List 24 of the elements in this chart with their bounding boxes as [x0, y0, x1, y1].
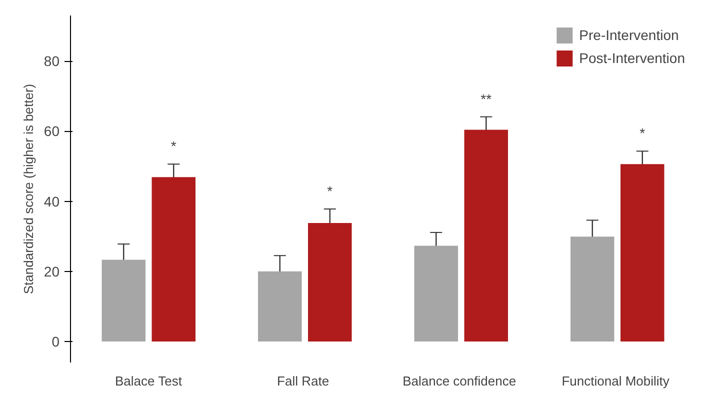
legend-label: Pre-Intervention	[579, 27, 679, 43]
y-tick-label: 80	[44, 53, 60, 70]
bar	[620, 164, 664, 342]
y-tick-label: 0	[52, 333, 60, 350]
annotation: *	[640, 125, 646, 142]
y-tick-label: 60	[44, 123, 60, 140]
bar	[258, 271, 302, 342]
x-tick-label: Balace Test	[115, 374, 182, 388]
bar	[102, 260, 146, 342]
y-axis-title: Standardized score (higher is better)	[20, 84, 36, 294]
bar	[570, 236, 614, 342]
bar	[308, 223, 352, 342]
y-tick-label: 20	[44, 263, 60, 280]
x-tick-label: Functional Mobility	[562, 374, 670, 388]
legend-label: Post-Intervention	[579, 50, 685, 66]
y-tick-label: 40	[44, 193, 60, 210]
bar	[414, 246, 458, 342]
bar	[464, 130, 508, 342]
annotation: *	[170, 138, 177, 154]
annotation: **	[480, 90, 492, 107]
bar	[152, 177, 196, 342]
x-tick-label: Balance confidence	[402, 374, 516, 388]
x-tick-label: Fall Rate	[277, 374, 330, 388]
annotation: *	[327, 182, 334, 199]
